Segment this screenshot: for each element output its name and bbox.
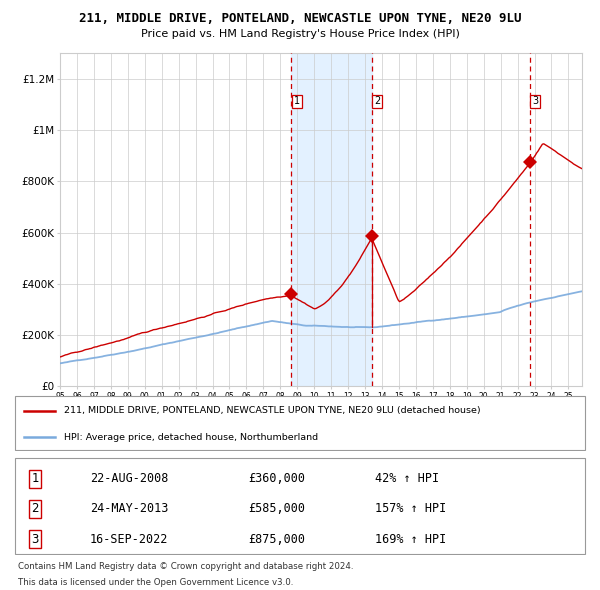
- Text: 211, MIDDLE DRIVE, PONTELAND, NEWCASTLE UPON TYNE, NE20 9LU: 211, MIDDLE DRIVE, PONTELAND, NEWCASTLE …: [79, 12, 521, 25]
- Text: 1: 1: [294, 96, 300, 106]
- Text: 157% ↑ HPI: 157% ↑ HPI: [375, 502, 446, 515]
- Text: 24-MAY-2013: 24-MAY-2013: [90, 502, 168, 515]
- Text: 42% ↑ HPI: 42% ↑ HPI: [375, 472, 439, 485]
- Text: 211, MIDDLE DRIVE, PONTELAND, NEWCASTLE UPON TYNE, NE20 9LU (detached house): 211, MIDDLE DRIVE, PONTELAND, NEWCASTLE …: [64, 407, 481, 415]
- Text: 16-SEP-2022: 16-SEP-2022: [90, 533, 168, 546]
- FancyBboxPatch shape: [15, 458, 585, 553]
- Text: 3: 3: [31, 533, 39, 546]
- Text: 169% ↑ HPI: 169% ↑ HPI: [375, 533, 446, 546]
- Text: 2: 2: [374, 96, 380, 106]
- Text: 22-AUG-2008: 22-AUG-2008: [90, 472, 168, 485]
- FancyBboxPatch shape: [15, 396, 585, 450]
- Bar: [291, 53, 371, 386]
- Text: 2: 2: [31, 502, 39, 515]
- Text: Price paid vs. HM Land Registry's House Price Index (HPI): Price paid vs. HM Land Registry's House …: [140, 29, 460, 38]
- Text: £875,000: £875,000: [248, 533, 305, 546]
- Text: 3: 3: [532, 96, 538, 106]
- Text: 1: 1: [31, 472, 39, 485]
- Text: HPI: Average price, detached house, Northumberland: HPI: Average price, detached house, Nort…: [64, 433, 318, 442]
- Text: £585,000: £585,000: [248, 502, 305, 515]
- Text: £360,000: £360,000: [248, 472, 305, 485]
- Text: This data is licensed under the Open Government Licence v3.0.: This data is licensed under the Open Gov…: [18, 578, 293, 587]
- Text: Contains HM Land Registry data © Crown copyright and database right 2024.: Contains HM Land Registry data © Crown c…: [18, 562, 353, 571]
